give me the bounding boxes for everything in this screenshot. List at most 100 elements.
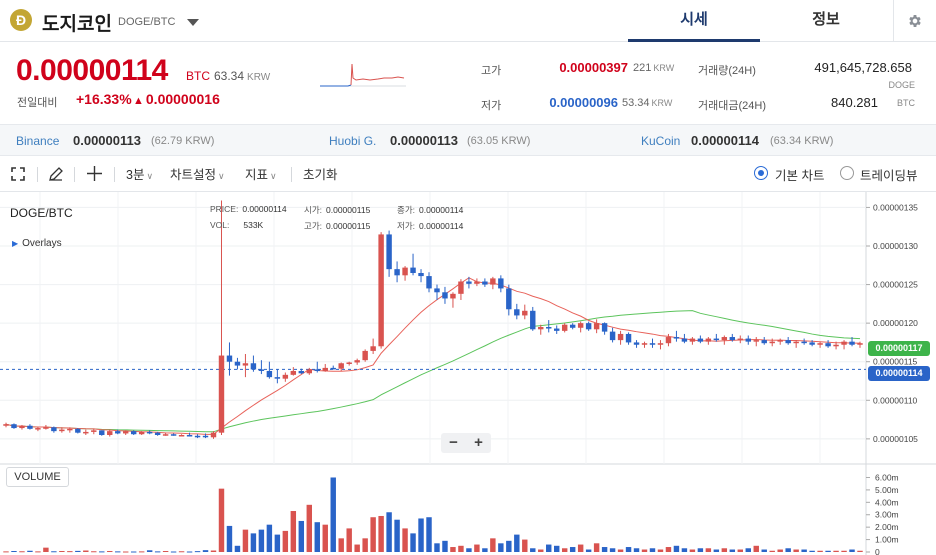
exchange-price-strip: Binance 0.00000113 (62.79 KRW) Huobi G. … (0, 124, 936, 156)
candle-body (617, 333, 624, 341)
crosshair-icon[interactable] (87, 166, 102, 181)
volume-bar (122, 551, 129, 553)
candle-body (314, 369, 320, 371)
candle-body (83, 431, 89, 434)
ohlc-low-key: 저가: (397, 221, 416, 231)
volume-bar (585, 549, 592, 552)
tab-info[interactable]: 정보 (812, 11, 840, 28)
volume-bar (577, 544, 584, 552)
price-krw-unit: KRW (247, 72, 271, 83)
volume-bar (426, 517, 432, 552)
high-value: 0.00000397 (559, 60, 628, 75)
candle-body (777, 340, 783, 342)
candle-body (386, 234, 392, 270)
chart-settings-label: 차트설정 (170, 168, 217, 182)
volume-bar (593, 543, 600, 552)
price-tick-label: 0.00000110 (873, 395, 918, 405)
overlays-toggle[interactable]: ▶ Overlays (12, 238, 62, 249)
volume-bar (729, 549, 736, 552)
volume-bar (633, 548, 640, 552)
volume-tick-label: 4.00m (875, 497, 899, 507)
candle-body (107, 431, 113, 435)
exchange-name-binance[interactable]: Binance (16, 134, 60, 148)
candlestick-chart[interactable]: 0.00000135 0.00000130 0.00000125 0.00000120… (0, 192, 936, 555)
pair-dropdown-caret-icon[interactable] (187, 19, 199, 26)
volume-bar (410, 533, 416, 552)
coin-pair: DOGE/BTC (118, 16, 176, 28)
volume-bar (569, 547, 576, 552)
candle-body (210, 432, 217, 438)
fullscreen-icon[interactable] (11, 167, 25, 181)
candle-body (250, 363, 257, 370)
candle-body (11, 424, 17, 429)
volume-bar (91, 551, 97, 553)
volume-bar (338, 538, 344, 552)
tradingview-label[interactable]: 트레이딩뷰 (860, 169, 918, 183)
pencil-icon[interactable] (48, 166, 64, 182)
chart-settings-dropdown[interactable]: 차트설정 ∨ (170, 164, 225, 183)
chart-canvas[interactable]: 0.00000135 0.00000130 0.00000125 0.00000120… (0, 192, 936, 555)
interval-dropdown[interactable]: 3분 ∨ (126, 164, 153, 183)
candle-body (729, 337, 736, 341)
exchange-name-kucoin[interactable]: KuCoin (641, 134, 681, 148)
interval-label: 3분 (126, 168, 145, 182)
volume-bar (641, 549, 648, 552)
volume-bar (506, 540, 512, 552)
ohlc-price-key: PRICE: (210, 204, 239, 214)
price-krw: 63.34 KRW (214, 69, 270, 83)
exchange-price-binance: 0.00000113 (73, 133, 141, 148)
volume-tick-label: 2.00m (875, 522, 899, 532)
ma-long-price-label: 0.00000117 (868, 341, 930, 356)
volume-bar (266, 524, 273, 552)
low-krw: 53.34 KRW (622, 97, 672, 109)
zoom-out-button[interactable]: − (449, 434, 458, 451)
candle-body (370, 346, 376, 351)
candle-body (330, 367, 336, 370)
chart-toolbar: 3분 ∨ 차트설정 ∨ 지표 ∨ 초기화 기본 차트 트레이딩뷰 (0, 156, 936, 192)
ohlc-open: 시가: 0.00000115 (304, 204, 370, 216)
volume-bar (657, 549, 664, 552)
volume-bar (330, 477, 336, 552)
candle-body (410, 267, 416, 273)
toolbar-divider (291, 167, 292, 182)
volume-bar (681, 548, 688, 552)
indicators-dropdown[interactable]: 지표 ∨ (245, 164, 277, 183)
volume-bar (107, 551, 113, 553)
high-krw-value: 221 (633, 62, 652, 74)
volume-bar (402, 528, 408, 552)
reset-button[interactable]: 초기화 (303, 168, 338, 182)
candle-body (306, 369, 313, 374)
candle-body (67, 428, 73, 431)
tradingview-radio[interactable] (840, 166, 854, 180)
candle-body (841, 341, 847, 345)
volume-bar (713, 549, 720, 552)
candle-body (857, 343, 863, 345)
basic-chart-label[interactable]: 기본 차트 (775, 169, 825, 183)
coin-name: 도지코인 (42, 14, 112, 35)
volume-bar (306, 504, 313, 552)
volume-bar (154, 551, 161, 553)
amount-label: 거래대금(24H) (698, 100, 766, 112)
settings-button[interactable] (893, 0, 936, 42)
volume-bar (170, 551, 177, 553)
volume-bar (394, 519, 400, 552)
candle-body (466, 281, 472, 284)
candle-body (162, 434, 169, 436)
zoom-in-button[interactable]: + (474, 434, 483, 451)
volume-bar (298, 520, 305, 552)
zoom-control: − + (441, 433, 491, 453)
candle-body (697, 338, 704, 342)
volume-bar (737, 549, 744, 552)
volume-value: 491,645,728.658 (814, 60, 912, 75)
candle-body (274, 377, 281, 379)
exchange-name-huobi[interactable]: Huobi G. (329, 134, 377, 148)
volume-bar (138, 551, 145, 553)
ohlc-low: 저가: 0.00000114 (397, 220, 463, 232)
candle-body (130, 431, 137, 435)
candle-body (202, 435, 209, 438)
basic-chart-radio[interactable] (754, 166, 768, 180)
volume-bar (705, 548, 712, 552)
current-price: 0.00000114 (16, 54, 168, 87)
tab-market[interactable]: 시세 (628, 0, 760, 42)
volume-bar (561, 548, 568, 552)
